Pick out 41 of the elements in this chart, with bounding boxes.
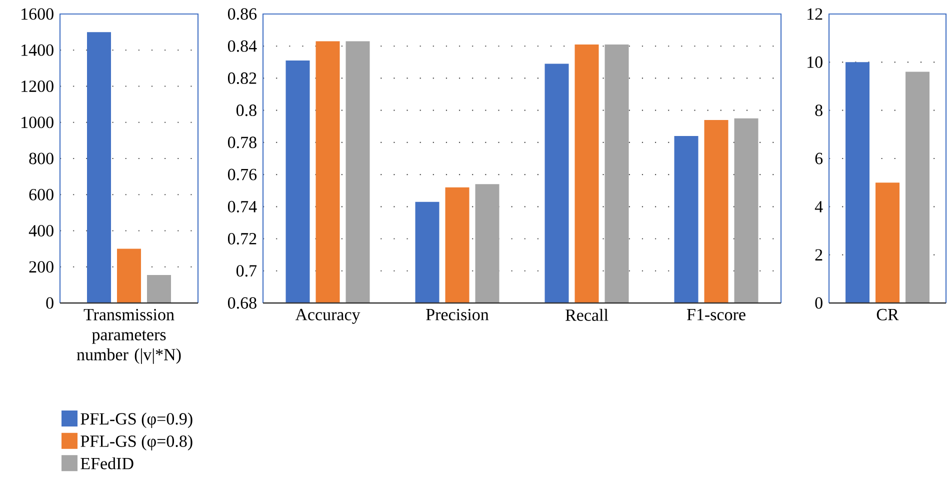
y-tick-label: 0.8 [236,104,256,116]
y-tick-label: 0.78 [228,136,256,148]
y-tick-label: 12 [808,8,822,20]
y-tick-label: 1200 [22,80,54,92]
y-tick-label: 1600 [22,8,54,20]
y-tick-label: 400 [28,225,54,236]
bar [846,62,870,303]
bar [906,72,930,303]
y-tick-label: 0.76 [228,168,257,180]
y-tick-label: 4 [814,201,823,212]
y-tick-label: 0 [46,297,54,309]
legend-label: PFL-GS (φ=0.9) [80,412,192,428]
bar [87,32,112,303]
y-tick-label: 0.68 [228,297,256,309]
x-tick-label: Transmission parameters number (|v|*N) [76,308,181,364]
y-tick-label: 0.72 [228,232,256,245]
y-tick-label: 2 [815,249,822,260]
y-tick-label: 800 [29,152,54,164]
y-tick-label: 200 [29,261,54,273]
x-tick-label: Accuracy [295,308,360,324]
y-tick-label: 0.82 [228,72,256,84]
y-tick-label: 600 [29,188,54,200]
x-tick-label: CR [876,308,899,320]
bar [117,248,141,303]
y-tick-label: 1400 [22,44,54,56]
x-tick-label: Precision [426,308,489,320]
bar [147,275,172,303]
y-tick-label: 0.86 [228,8,257,20]
y-tick-label: 10 [808,56,822,68]
legend-label: EFedID [80,457,134,470]
x-tick-label: F1-score [686,308,746,320]
y-tick-label: 0.84 [228,40,257,52]
y-tick-label: 0 [815,297,822,309]
bar [876,182,900,303]
y-tick-label: 6 [815,152,823,164]
x-tick-label: Recall [566,308,608,321]
y-tick-label: 0.7 [236,265,257,277]
y-tick-label: 8 [815,104,822,116]
y-tick-label: 0.74 [228,200,257,212]
y-tick-label: 1000 [22,116,54,128]
legend-label: PFL-GS (φ=0.8) [80,434,192,450]
